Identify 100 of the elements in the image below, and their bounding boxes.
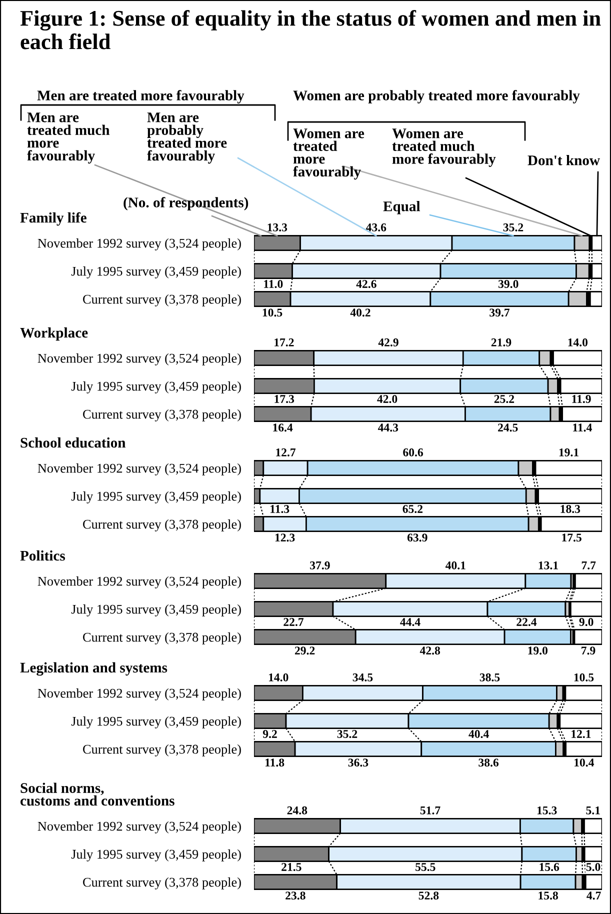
data-label: 24.5 [498,424,518,432]
y-tick-label: November 1992 survey (3,524 people) [38,688,241,700]
data-label: 23.8 [286,892,306,900]
data-label: 13.3 [268,223,288,232]
data-label: 39.0 [498,280,518,288]
data-label: 52.8 [418,892,439,900]
data-label: 17.2 [274,338,294,346]
data-label: 65.2 [402,505,423,514]
y-tick-label: July 1995 survey (3,459 people) [71,381,241,394]
y-tick-label: November 1992 survey (3,524 people) [38,238,241,250]
y-tick-label: November 1992 survey (3,524 people) [38,353,241,366]
text: Women are treated much more favourably [392,128,496,167]
text: Politics [20,550,65,561]
y-tick-label: July 1995 survey (3,459 people) [71,266,241,278]
y-tick-label: July 1995 survey (3,459 people) [71,849,241,862]
data-label: 15.6 [540,863,560,872]
data-label: 11.9 [572,395,591,404]
data-label: 22.4 [516,618,537,626]
y-tick-label: November 1992 survey (3,524 people) [38,576,241,588]
data-label: 40.1 [446,561,466,570]
data-label: 5.0 [586,862,600,872]
data-label: 35.2 [503,223,524,232]
data-label: 40.2 [350,308,370,317]
data-label: 29.2 [294,646,315,655]
data-label: 10.5 [262,308,282,317]
data-label: 16.4 [273,424,293,432]
text: Women are probably treated more favourably [293,90,580,104]
y-tick-label: July 1995 survey (3,459 people) [71,604,241,616]
text: Family life [20,212,86,226]
data-label: 14.0 [268,673,288,682]
data-label: 25.2 [494,395,514,404]
y-tick-label: Current survey (3,378 people) [83,744,241,756]
data-label: 55.5 [416,863,436,872]
data-label: 12.3 [275,534,295,542]
data-label: 10.4 [574,758,594,767]
data-label: 44.4 [400,618,420,626]
text: Legislation and systems [20,662,168,676]
y-tick-label: Current survey (3,378 people) [83,877,241,890]
data-label: 44.3 [378,424,398,432]
text: Equal [383,201,420,214]
data-label: 17.5 [562,534,582,542]
y-tick-label: Current survey (3,378 people) [83,294,241,306]
data-label: 11.3 [270,505,290,514]
text: (No. of respondents) [124,197,248,210]
data-label: 11.0 [264,280,283,288]
data-label: 19.1 [559,448,578,456]
text: Men are treated more favourably [37,90,244,104]
data-label: 12.1 [572,730,591,738]
data-label: 63.9 [407,534,428,542]
data-label: 15.8 [538,892,558,900]
data-label: 38.5 [480,673,500,682]
data-label: 9.0 [579,618,594,626]
text: Men are treated much more favourably [27,112,110,164]
data-label: 37.9 [310,561,330,570]
data-label: 17.3 [274,395,294,404]
data-label: 35.2 [337,730,358,738]
y-tick-label: Current survey (3,378 people) [83,519,241,532]
data-label: 21.9 [491,338,512,346]
data-label: 34.5 [352,673,373,682]
data-label: 18.3 [560,504,580,514]
data-label: 39.7 [490,308,510,317]
data-label: 36.3 [348,758,368,767]
data-label: 7.7 [582,562,596,570]
text: Women are treated more favourably [293,128,364,180]
data-label: 60.6 [403,448,424,456]
y-tick-label: November 1992 survey (3,524 people) [38,821,241,834]
data-label: 22.7 [284,618,304,626]
data-label: 10.5 [574,673,594,682]
data-label: 15.3 [537,806,557,814]
text: Men are probably treated more favourably [147,112,227,164]
y-tick-label: July 1995 survey (3,459 people) [71,491,241,504]
data-label: 19.0 [528,646,548,655]
data-label: 42.6 [356,280,376,288]
y-tick-label: July 1995 survey (3,459 people) [71,716,241,728]
text: Workplace [20,327,88,341]
data-label: 40.4 [468,730,489,738]
data-label: 21.5 [282,863,302,872]
y-tick-label: November 1992 survey (3,524 people) [38,463,241,476]
data-label: 11.8 [265,758,284,767]
data-label: 14.0 [568,338,588,346]
data-label: 7.9 [582,646,596,655]
data-label: 42.9 [378,338,398,346]
data-label: 9.2 [262,730,277,738]
data-label: 5.1 [586,806,600,814]
data-label: 13.1 [538,561,558,570]
text: Social norms, customs and conventions [20,782,174,806]
data-label: 12.7 [276,448,296,456]
text: School education [20,437,126,448]
data-label: 11.4 [573,424,592,432]
data-label: 4.7 [586,892,601,900]
data-label: 43.6 [366,223,386,232]
data-label: 38.6 [478,758,499,767]
y-tick-label: Current survey (3,378 people) [83,409,241,422]
data-label: 42.8 [420,646,440,655]
chart-title: Figure 1: Sense of equality in the status of women and men in each field [20,10,601,50]
text: Don't know [528,155,600,166]
data-label: 42.0 [377,394,398,404]
y-tick-label: Current survey (3,378 people) [83,632,241,644]
data-label: 24.8 [287,806,308,814]
data-label: 51.7 [420,806,440,814]
